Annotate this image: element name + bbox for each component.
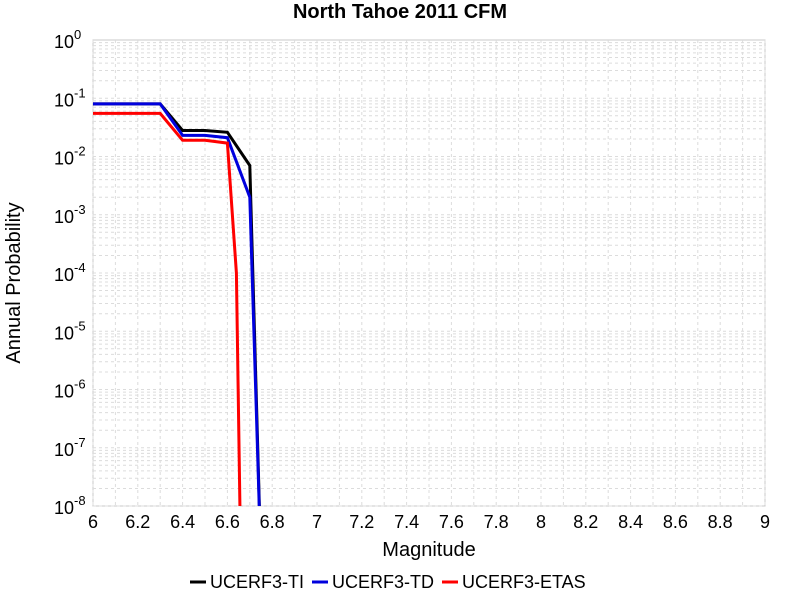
y-tick-label: 10-2	[54, 144, 86, 169]
x-tick-label: 8.4	[618, 512, 643, 532]
legend-item-ucerf3-etas: UCERF3-ETAS	[442, 572, 586, 592]
x-tick-label: 6.6	[215, 512, 240, 532]
y-axis-label: Annual Probability	[3, 202, 25, 363]
y-tick-label: 100	[54, 27, 81, 52]
legend-label: UCERF3-ETAS	[462, 572, 586, 592]
x-tick-label: 7	[312, 512, 322, 532]
x-tick-label: 9	[760, 512, 770, 532]
grid	[92, 40, 766, 507]
y-tick-label: 10-7	[54, 435, 86, 460]
x-tick-label: 8.8	[708, 512, 733, 532]
x-tick-label: 6	[88, 512, 98, 532]
y-tick-label: 10-5	[54, 318, 86, 343]
y-tick-label: 10-4	[54, 260, 86, 285]
x-tick-label: 8.2	[573, 512, 598, 532]
legend-item-ucerf3-td: UCERF3-TD	[312, 572, 434, 592]
y-tick-labels: 100 10-1 10-2 10-3 10-4 10-5 10-6 10-7 10-8	[54, 27, 86, 518]
x-tick-label: 6.4	[170, 512, 195, 532]
x-tick-label: 7.6	[439, 512, 464, 532]
legend-label: UCERF3-TD	[332, 572, 434, 592]
x-tick-label: 8	[536, 512, 546, 532]
x-tick-label: 7.4	[394, 512, 419, 532]
y-tick-label: 10-8	[54, 493, 86, 518]
x-tick-label: 6.2	[125, 512, 150, 532]
series-lines	[93, 102, 261, 506]
chart-title: North Tahoe 2011 CFM	[293, 1, 507, 23]
legend-label: UCERF3-TI	[210, 572, 304, 592]
x-tick-label: 7.8	[484, 512, 509, 532]
series-line-ucerf3-td	[93, 102, 261, 506]
series-line-ucerf3-etas	[93, 111, 242, 506]
y-tick-label: 10-3	[54, 202, 86, 227]
x-tick-labels: 6 6.2 6.4 6.6 6.8 7 7.2 7.4 7.6 7.8 8 8.2 8.4 8.6 8.8 9	[88, 512, 770, 532]
x-tick-label: 6.8	[260, 512, 285, 532]
x-tick-label: 7.2	[349, 512, 374, 532]
y-tick-label: 10-1	[54, 85, 86, 110]
y-tick-label: 10-6	[54, 377, 86, 402]
x-axis-label: Magnitude	[382, 539, 475, 561]
legend: UCERF3-TI UCERF3-TD UCERF3-ETAS	[190, 572, 586, 592]
legend-item-ucerf3-ti: UCERF3-TI	[190, 572, 304, 592]
x-tick-label: 8.6	[663, 512, 688, 532]
